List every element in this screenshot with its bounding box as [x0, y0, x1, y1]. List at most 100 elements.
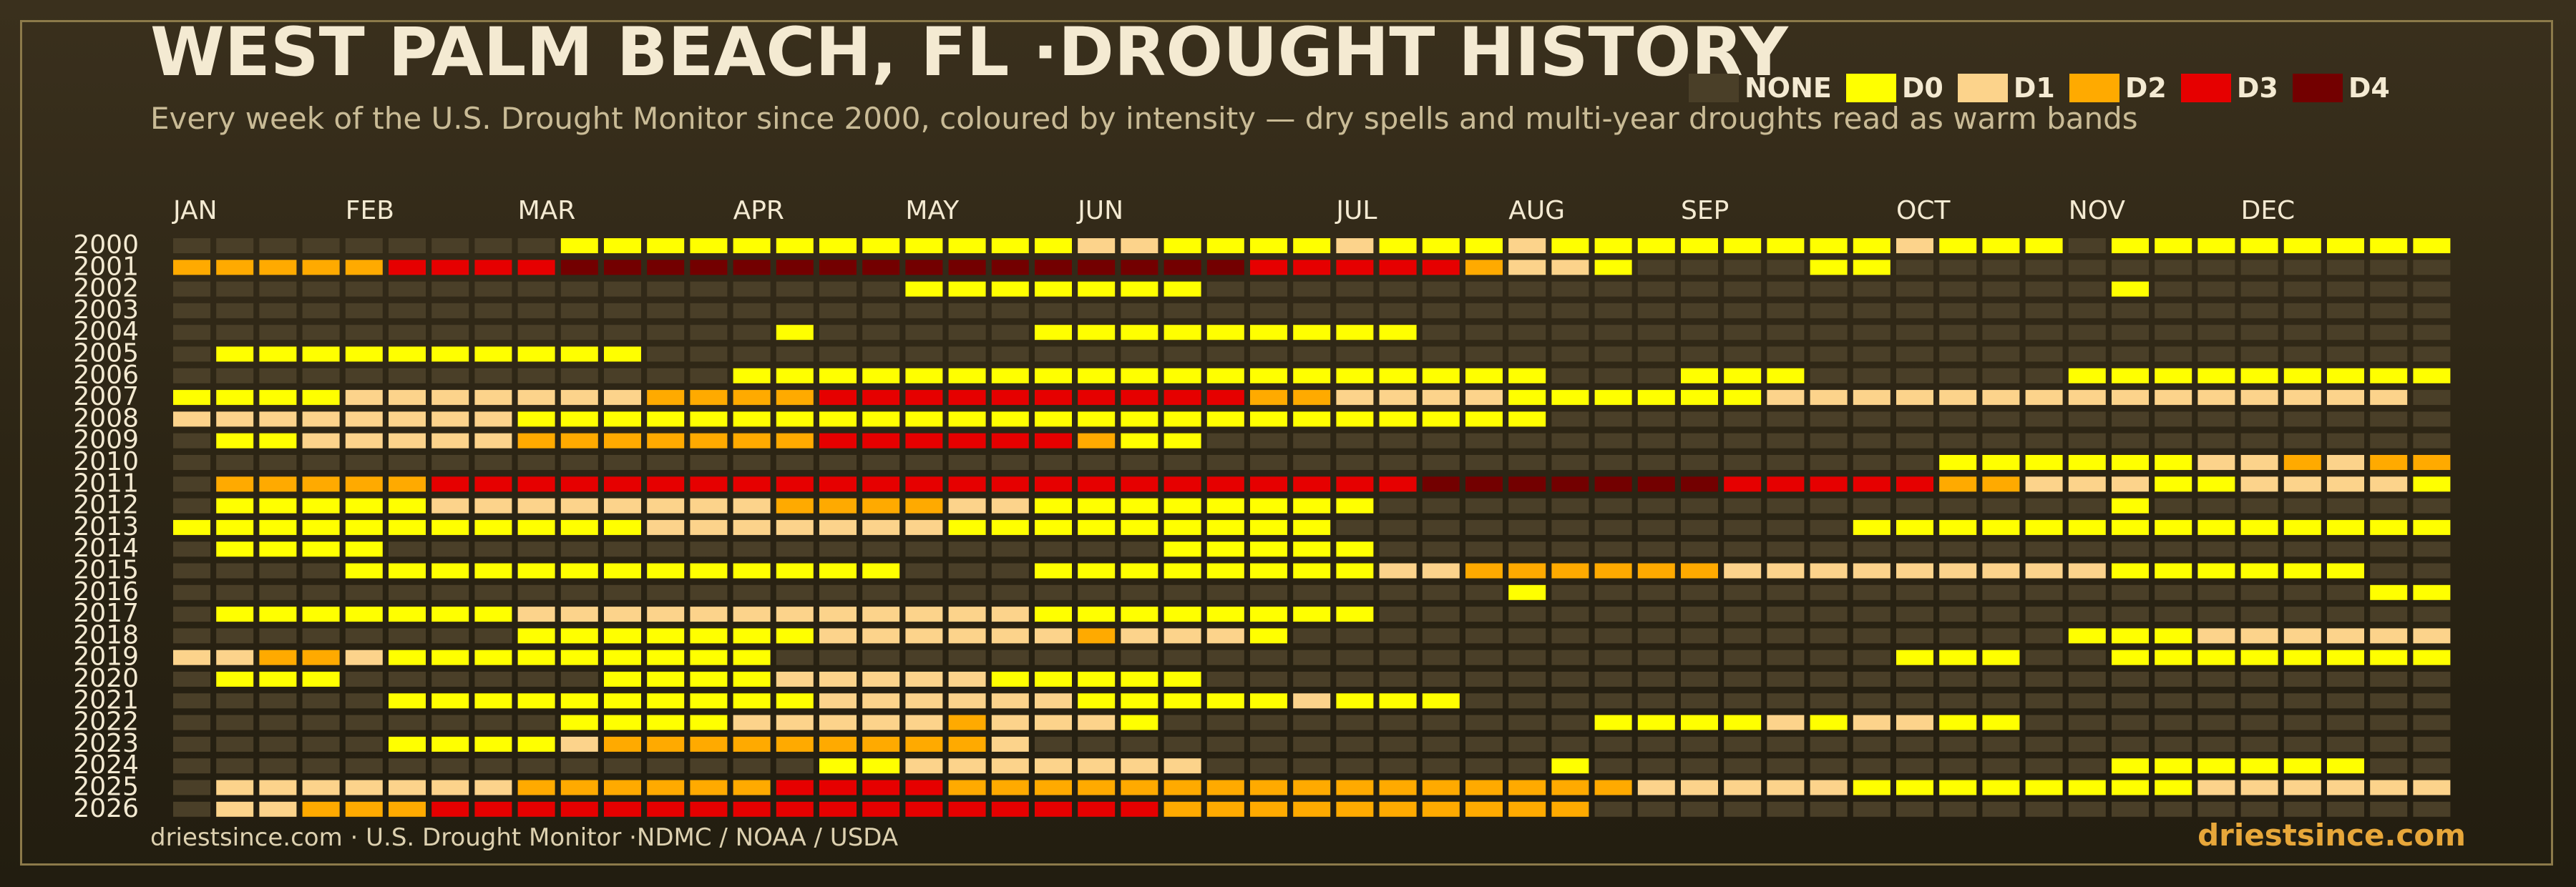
- heatmap-cell: [2025, 476, 2063, 492]
- heatmap-cell: [1379, 303, 1417, 318]
- heatmap-cell: [2370, 325, 2408, 340]
- heatmap-cell: [1293, 476, 1331, 492]
- heatmap-cell: [173, 325, 210, 340]
- heatmap-cell: [1982, 260, 2020, 275]
- heatmap-cell: [302, 672, 340, 687]
- heatmap-cell: [1035, 411, 1072, 427]
- heatmap-cell: [1465, 411, 1503, 427]
- heatmap-cell: [905, 281, 943, 297]
- heatmap-cell: [604, 303, 641, 318]
- heatmap-cell: [1637, 303, 1675, 318]
- heatmap-cell: [1035, 715, 1072, 730]
- heatmap-cell: [604, 628, 641, 644]
- heatmap-cell: [1465, 281, 1503, 297]
- heatmap-cell: [2283, 390, 2321, 406]
- heatmap-cell: [1379, 693, 1417, 709]
- heatmap-cell: [733, 433, 771, 449]
- year-label: 2019: [73, 642, 139, 672]
- heatmap-cell: [1767, 346, 1805, 362]
- heatmap-cell: [345, 390, 383, 406]
- heatmap-cell: [905, 346, 943, 362]
- heatmap-cell: [173, 411, 210, 427]
- heatmap-cell: [431, 693, 469, 709]
- heatmap-cell: [690, 433, 728, 449]
- heatmap-cell: [1250, 281, 1287, 297]
- heatmap-cell: [2370, 758, 2408, 774]
- heatmap-cell: [1293, 411, 1331, 427]
- heatmap-cell: [173, 498, 210, 514]
- heatmap-cell: [647, 281, 685, 297]
- heatmap-cell: [2112, 303, 2149, 318]
- heatmap-cell: [1422, 563, 1460, 579]
- heatmap-cell: [905, 650, 943, 665]
- heatmap-cell: [1724, 607, 1762, 622]
- heatmap-cell: [431, 325, 469, 340]
- heatmap-cell: [2370, 455, 2408, 470]
- heatmap-cell: [345, 780, 383, 795]
- heatmap-cell: [776, 607, 814, 622]
- heatmap-cell: [2370, 346, 2408, 362]
- year-label: 2020: [73, 664, 139, 693]
- heatmap-cell: [1551, 346, 1589, 362]
- legend-item-d4: D4: [2292, 72, 2397, 104]
- heatmap-cell: [776, 628, 814, 644]
- heatmap-cell: [389, 476, 426, 492]
- heatmap-cell: [1724, 303, 1762, 318]
- heatmap-cell: [1508, 346, 1546, 362]
- heatmap-cell: [302, 607, 340, 622]
- heatmap-cell: [2068, 498, 2106, 514]
- heatmap-cell: [1206, 541, 1244, 557]
- heatmap-cell: [1896, 758, 1933, 774]
- heatmap-cell: [819, 260, 857, 275]
- heatmap-cell: [1293, 801, 1331, 817]
- heatmap-cell: [1810, 584, 1848, 600]
- heatmap-cell: [216, 519, 254, 535]
- heatmap-cell: [2025, 325, 2063, 340]
- heatmap-cell: [2112, 628, 2149, 644]
- legend-swatch-d4: [2292, 74, 2343, 102]
- heatmap-cell: [345, 346, 383, 362]
- heatmap-cell: [690, 346, 728, 362]
- heatmap-cell: [2240, 607, 2278, 622]
- heatmap-cell: [389, 346, 426, 362]
- heatmap-cell: [389, 368, 426, 383]
- heatmap-cell: [1551, 368, 1589, 383]
- heatmap-cell: [1293, 433, 1331, 449]
- heatmap-cell: [431, 390, 469, 406]
- heatmap-cell: [1121, 541, 1158, 557]
- heatmap-cell: [1422, 325, 1460, 340]
- heatmap-cell: [2155, 541, 2192, 557]
- heatmap-cell: [259, 368, 297, 383]
- year-label: 2012: [73, 491, 139, 520]
- heatmap-cell: [819, 628, 857, 644]
- heatmap-cell: [604, 541, 641, 557]
- heatmap-cell: [1422, 519, 1460, 535]
- brand-link[interactable]: driestsince.com: [2197, 818, 2466, 853]
- heatmap-cell: [1078, 368, 1116, 383]
- heatmap-cell: [1724, 325, 1762, 340]
- heatmap-cell: [2068, 736, 2106, 752]
- heatmap-cell: [1939, 238, 1977, 253]
- heatmap-cell: [2197, 346, 2235, 362]
- heatmap-cell: [1637, 780, 1675, 795]
- heatmap-cell: [1078, 541, 1116, 557]
- heatmap-cell: [862, 693, 900, 709]
- heatmap-cell: [2327, 303, 2364, 318]
- heatmap-cell: [2413, 281, 2451, 297]
- heatmap-cell: [1035, 368, 1072, 383]
- heatmap-cell: [948, 411, 986, 427]
- heatmap-cell: [2068, 390, 2106, 406]
- heatmap-cell: [776, 390, 814, 406]
- heatmap-cell: [647, 628, 685, 644]
- heatmap-cell: [2112, 325, 2149, 340]
- heatmap-cell: [1206, 650, 1244, 665]
- heatmap-cell: [905, 715, 943, 730]
- heatmap-cell: [1681, 541, 1718, 557]
- heatmap-cell: [1982, 736, 2020, 752]
- heatmap-cell: [1853, 693, 1890, 709]
- heatmap-cell: [2155, 303, 2192, 318]
- heatmap-cell: [1465, 260, 1503, 275]
- heatmap-cell: [948, 607, 986, 622]
- heatmap-cell: [216, 411, 254, 427]
- heatmap-cell: [2197, 411, 2235, 427]
